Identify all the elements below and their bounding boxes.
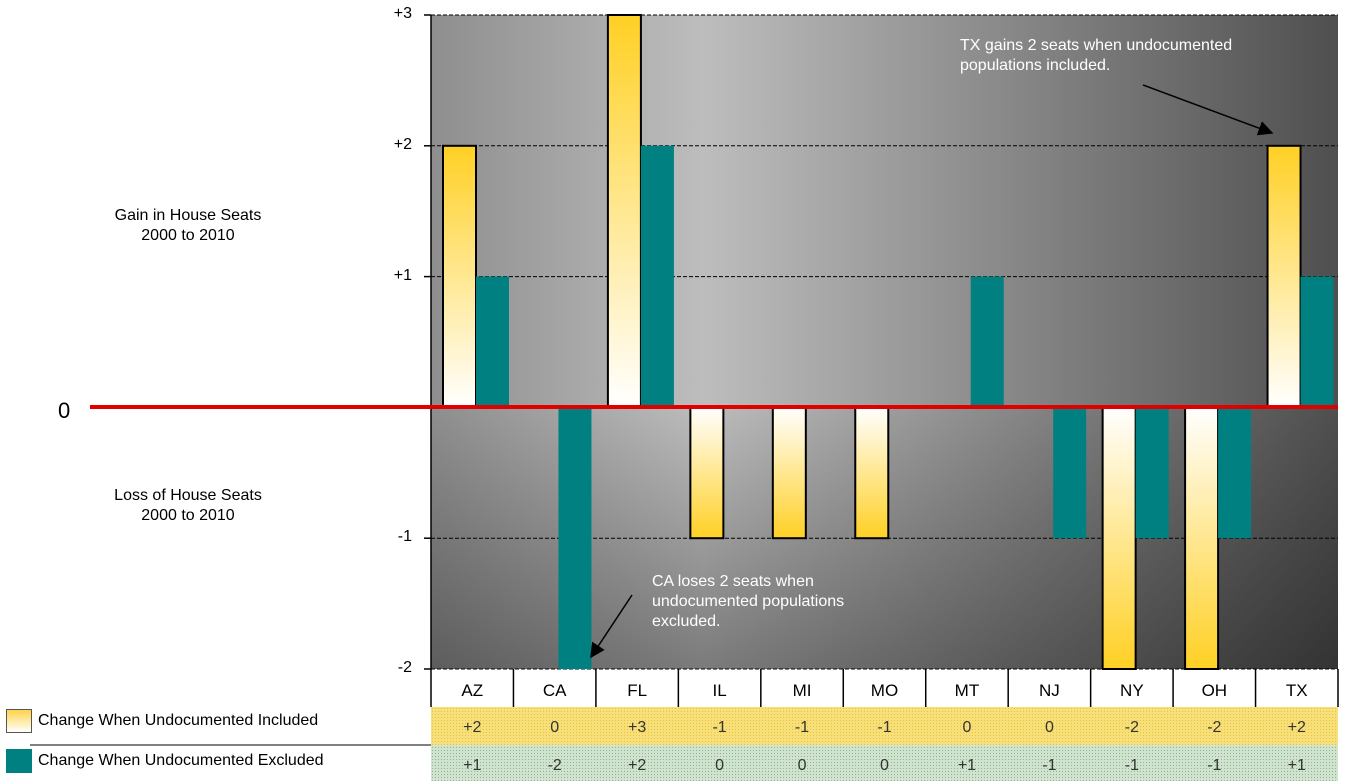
bar-excluded-oh <box>1218 407 1252 539</box>
bar-included-mi <box>771 406 807 540</box>
table-cell-excluded: +1 <box>958 757 976 774</box>
bar-included-ny <box>1101 406 1137 670</box>
table-cell-included: 0 <box>1045 719 1054 736</box>
y-tick-label: -2 <box>397 659 412 676</box>
table-cell-included: -1 <box>712 719 726 736</box>
legend-excluded-swatch <box>6 749 32 773</box>
x-tick-label: NY <box>1120 681 1144 700</box>
table-cell-included: -2 <box>1125 719 1139 736</box>
legend-included-swatch <box>6 709 32 733</box>
gain-label: Gain in House Seats 2000 to 2010 <box>78 206 298 246</box>
tx-annotation: TX gains 2 seats when undocumented popul… <box>960 36 1232 76</box>
legend-included-label: Change When Undocumented Included <box>38 712 319 729</box>
tx-annotation-arrow <box>1142 84 1274 136</box>
gain-label-line2: 2000 to 2010 <box>141 227 235 244</box>
bar-included-tx <box>1266 144 1302 409</box>
x-tick-label: AZ <box>461 681 483 700</box>
bar-excluded-az <box>476 276 509 408</box>
table-cell-excluded: +1 <box>1288 757 1306 774</box>
x-tick-label: MO <box>871 681 898 700</box>
x-tick-label: MT <box>955 681 980 700</box>
x-tick-label: NJ <box>1039 681 1060 700</box>
loss-label: Loss of House Seats 2000 to 2010 <box>78 486 298 526</box>
y-tick-label: -1 <box>397 528 412 546</box>
x-tick-label: CA <box>543 681 567 700</box>
x-tick-label: TX <box>1286 681 1308 700</box>
table-cell-included: -1 <box>795 719 809 736</box>
table-row-included-bg <box>431 707 1338 745</box>
bar-included-il <box>689 406 725 540</box>
bar-included-oh <box>1184 406 1220 670</box>
y-tick-label: +1 <box>393 266 412 284</box>
zero-label: 0 <box>58 398 71 423</box>
gain-label-line1: Gain in House Seats <box>114 207 262 224</box>
x-tick-label: IL <box>712 681 726 700</box>
table-cell-included: 0 <box>550 719 559 736</box>
table-cell-excluded: -1 <box>1207 757 1221 774</box>
legend-included: Change When Undocumented Included <box>6 707 318 735</box>
table-cell-excluded: 0 <box>798 757 807 774</box>
table-cell-excluded: +1 <box>463 757 481 774</box>
bar-excluded-ca <box>558 407 592 669</box>
legend-excluded: Change When Undocumented Excluded <box>6 747 324 775</box>
legend-excluded-label: Change When Undocumented Excluded <box>38 752 324 769</box>
table-cell-excluded: -1 <box>1125 757 1139 774</box>
bar-excluded-mt <box>970 276 1004 408</box>
table-cell-excluded: -2 <box>548 757 562 774</box>
y-tick-label: +2 <box>393 135 412 153</box>
ca-annotation-line1: CA loses 2 seats when <box>652 573 814 590</box>
ca-annotation-arrow <box>590 594 633 659</box>
ca-annotation-line3: excluded. <box>652 613 721 630</box>
loss-label-line2: 2000 to 2010 <box>141 507 235 524</box>
bar-included-fl <box>606 14 642 409</box>
table-cell-excluded: 0 <box>715 757 724 774</box>
x-tick-label: MI <box>793 681 812 700</box>
x-tick-label: OH <box>1202 681 1228 700</box>
tx-annotation-line1: TX gains 2 seats when undocumented <box>960 37 1233 54</box>
table-cell-included: -1 <box>877 719 891 736</box>
table-cell-included: +3 <box>628 719 646 736</box>
table-cell-excluded: 0 <box>880 757 889 774</box>
table-cell-included: 0 <box>963 719 972 736</box>
tx-annotation-line2: populations included. <box>960 57 1111 74</box>
table-cell-excluded: -1 <box>1042 757 1056 774</box>
table-cell-included: -2 <box>1207 719 1221 736</box>
loss-label-line1: Loss of House Seats <box>114 487 262 504</box>
bar-included-az <box>442 144 477 409</box>
table-cell-included: +2 <box>1288 719 1306 736</box>
ca-annotation: CA loses 2 seats when undocumented popul… <box>652 572 844 632</box>
y-tick-label: +3 <box>393 5 412 22</box>
table-cell-excluded: +2 <box>628 757 646 774</box>
x-tick-label: FL <box>627 681 647 700</box>
table-row-excluded-bg <box>431 745 1338 781</box>
bar-included-mo <box>854 406 890 540</box>
ca-annotation-line2: undocumented populations <box>652 593 845 610</box>
bar-excluded-fl <box>640 145 674 408</box>
bar-excluded-ny <box>1135 407 1169 539</box>
bar-excluded-tx <box>1300 276 1334 408</box>
bar-excluded-nj <box>1053 407 1087 539</box>
table-cell-included: +2 <box>463 719 481 736</box>
